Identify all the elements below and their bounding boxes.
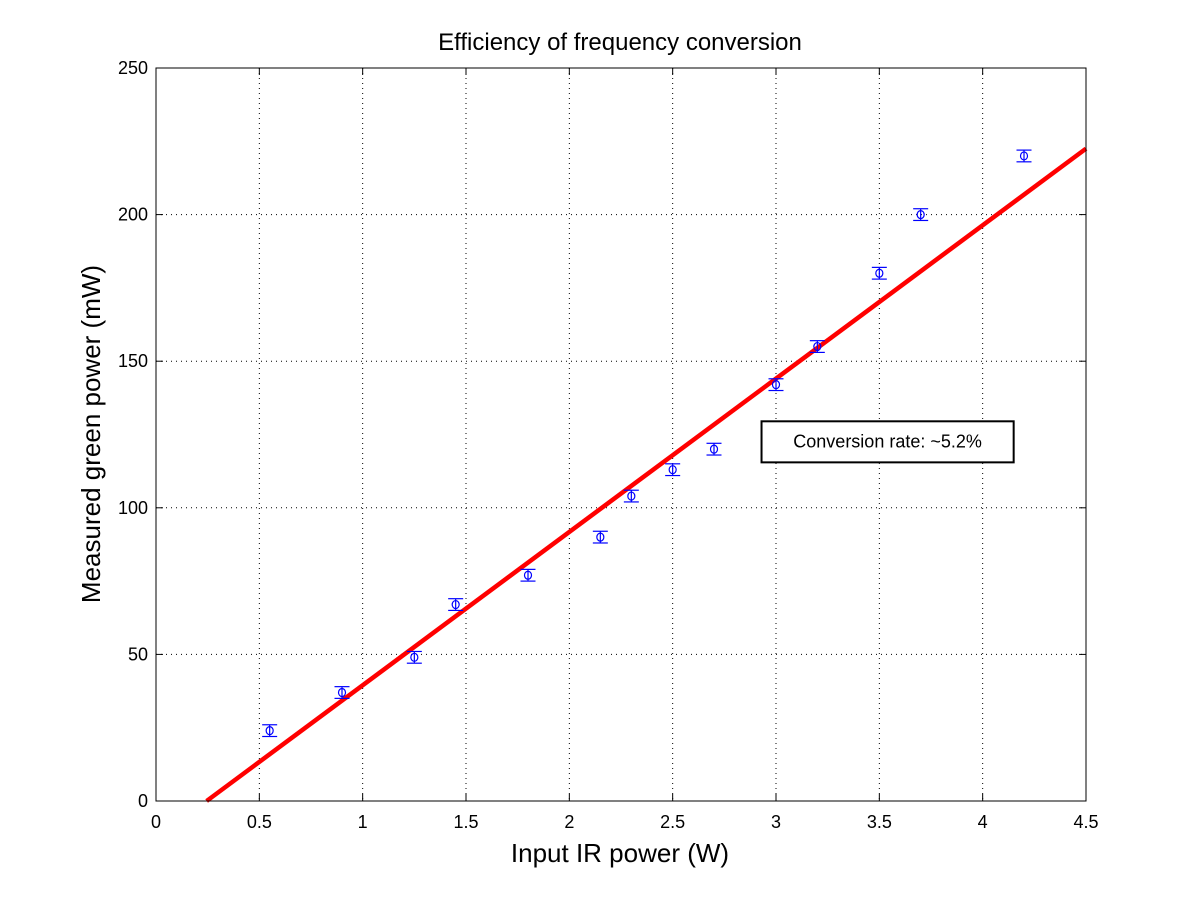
x-tick-label: 2.5 xyxy=(660,812,685,832)
y-tick-label: 250 xyxy=(118,58,148,78)
data-point xyxy=(406,650,422,664)
data-point xyxy=(520,568,536,582)
data-point xyxy=(706,442,722,456)
data-point xyxy=(809,340,825,354)
marker-circle xyxy=(875,268,884,278)
marker-circle xyxy=(813,341,822,352)
fit-layer xyxy=(205,146,1088,803)
marker-circle xyxy=(627,491,636,501)
marker-circle xyxy=(596,532,605,542)
x-tick-label: 4 xyxy=(978,812,988,832)
y-tick-labels: 0 50 100 150 200 250 xyxy=(118,58,148,811)
data-point xyxy=(913,208,929,222)
marker-circle xyxy=(451,599,460,610)
x-tick-label: 1 xyxy=(358,812,368,832)
marker-circle xyxy=(410,652,419,662)
y-axis-label: Measured green power (mW) xyxy=(76,265,106,603)
x-tick-label: 0.5 xyxy=(247,812,272,832)
annotation-box xyxy=(760,420,1015,464)
marker-circle xyxy=(265,726,274,736)
x-tick-label: 3.5 xyxy=(867,812,892,832)
ticks xyxy=(155,67,1087,802)
y-tick-label: 50 xyxy=(128,644,148,664)
annotation-text: Conversion rate: ~5.2% xyxy=(793,432,982,452)
marker-circle xyxy=(668,465,677,475)
data-point xyxy=(768,378,784,392)
x-tick-label: 0 xyxy=(151,812,161,832)
marker-circle xyxy=(1019,151,1029,161)
data-point xyxy=(871,266,887,280)
annotation-layer: Conversion rate: ~5.2% xyxy=(760,420,1015,464)
data-point xyxy=(1016,149,1032,163)
x-tick-label: 1.5 xyxy=(453,812,478,832)
fit-line xyxy=(205,146,1088,803)
axes-box xyxy=(155,67,1087,802)
x-axis-label: Input IR power (W) xyxy=(511,838,729,868)
marker-circle xyxy=(709,444,719,454)
data-point xyxy=(448,598,464,612)
y-tick-label: 200 xyxy=(118,205,148,225)
data-point xyxy=(334,686,350,699)
data-point xyxy=(665,463,681,477)
x-tick-label: 4.5 xyxy=(1073,812,1098,832)
y-tick-label: 150 xyxy=(118,351,148,371)
marker-circle xyxy=(771,380,781,390)
marker-circle xyxy=(337,687,347,698)
chart-title: Efficiency of frequency conversion xyxy=(438,29,802,56)
data-point xyxy=(623,489,639,503)
grid xyxy=(156,68,1086,801)
x-tick-label: 3 xyxy=(771,812,781,832)
y-tick-label: 0 xyxy=(138,791,148,811)
x-tick-label: 2 xyxy=(564,812,574,832)
x-tick-labels: 0 0.5 1 1.5 2 2.5 3 3.5 4 4.5 xyxy=(151,812,1099,832)
data-points xyxy=(262,149,1032,738)
data-point xyxy=(592,530,608,544)
data-point xyxy=(262,724,278,738)
y-tick-label: 100 xyxy=(118,498,148,518)
marker-circle xyxy=(916,210,925,220)
marker-circle xyxy=(523,570,533,580)
